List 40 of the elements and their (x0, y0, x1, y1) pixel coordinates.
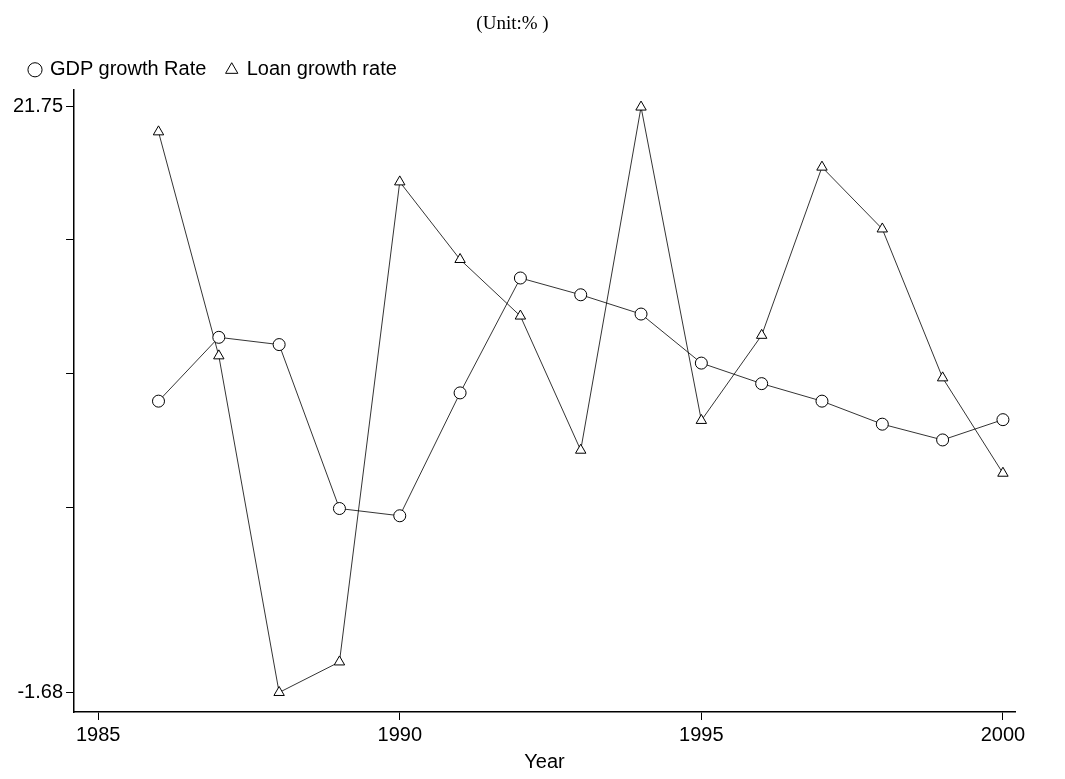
point (273, 685, 285, 696)
point (513, 271, 527, 285)
x-tick-label: 1985 (75, 722, 121, 745)
point (755, 377, 769, 391)
point (453, 386, 467, 400)
point (212, 330, 226, 344)
point (876, 222, 888, 233)
y-tick-label: 21.75 (12, 93, 64, 116)
point (635, 100, 647, 111)
x-axis-title: Year (524, 749, 566, 772)
point (152, 125, 165, 136)
x-tick-label: 1995 (679, 722, 724, 745)
point (816, 160, 828, 171)
point (936, 371, 949, 382)
point (575, 443, 587, 454)
point (815, 394, 829, 408)
point (996, 413, 1010, 427)
point (394, 175, 406, 186)
y-tick-label: -1.68 (17, 679, 64, 702)
point (514, 309, 527, 320)
point (454, 252, 466, 263)
point (755, 328, 768, 339)
point (875, 417, 889, 431)
x-tick-label: 2000 (980, 722, 1026, 745)
point (936, 433, 950, 447)
point (695, 413, 708, 424)
point (332, 502, 346, 516)
point (213, 349, 225, 360)
point (694, 356, 708, 370)
point (272, 338, 286, 352)
point (574, 288, 588, 302)
x-tick-label: 1990 (377, 722, 423, 745)
point (997, 466, 1009, 477)
point (634, 307, 648, 321)
point (333, 655, 346, 666)
point (151, 394, 165, 408)
legend-label: GDP growth Rate (50, 57, 207, 80)
legend-label: Loan growth rate (246, 57, 397, 80)
chart-title: (Unit:% ) (476, 12, 549, 35)
point (393, 509, 407, 523)
